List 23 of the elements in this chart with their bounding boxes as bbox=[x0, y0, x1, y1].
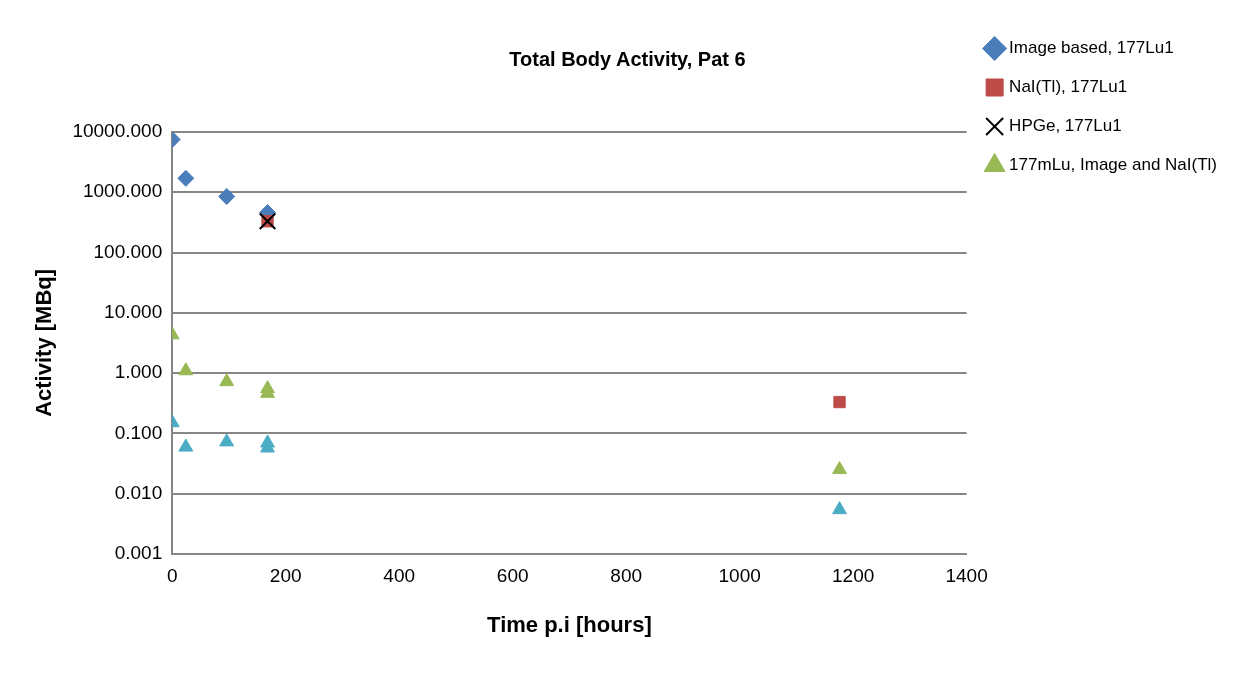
y-axis-title: Activity [MBq] bbox=[31, 268, 57, 417]
x-tick-label: 0 bbox=[166, 565, 178, 587]
y-tick-label: 1000.000 bbox=[82, 180, 163, 202]
y-tick-label: 0.100 bbox=[114, 421, 163, 443]
x-tick-label: 600 bbox=[496, 565, 529, 587]
x-tick-label: 1200 bbox=[832, 565, 875, 587]
legend-label: 177mLu, Image and NaI(Tl) bbox=[1009, 155, 1218, 175]
legend-label: NaI(Tl), 177Lu1 bbox=[1009, 77, 1128, 97]
x-tick-label: 200 bbox=[269, 565, 302, 587]
x-tick-label: 400 bbox=[383, 565, 416, 587]
x-tick-label: 1000 bbox=[718, 565, 761, 587]
y-tick-label: 0.010 bbox=[114, 481, 163, 503]
y-tick-label: 10000.000 bbox=[72, 120, 163, 142]
chart-title: Total Body Activity, Pat 6 bbox=[509, 47, 746, 70]
legend-label: Image based, 177Lu1 bbox=[1009, 38, 1174, 58]
y-tick-label: 1.000 bbox=[114, 361, 163, 383]
y-tick-label: 0.001 bbox=[114, 542, 163, 564]
legend-label: HPGe, 177Lu1 bbox=[1009, 116, 1122, 136]
y-tick-label: 10.000 bbox=[104, 301, 163, 323]
y-tick-label: 100.000 bbox=[93, 240, 163, 262]
x-tick-label: 1400 bbox=[945, 565, 988, 587]
x-tick-label: 800 bbox=[610, 565, 643, 587]
x-axis-title: Time p.i [hours] bbox=[487, 611, 652, 637]
